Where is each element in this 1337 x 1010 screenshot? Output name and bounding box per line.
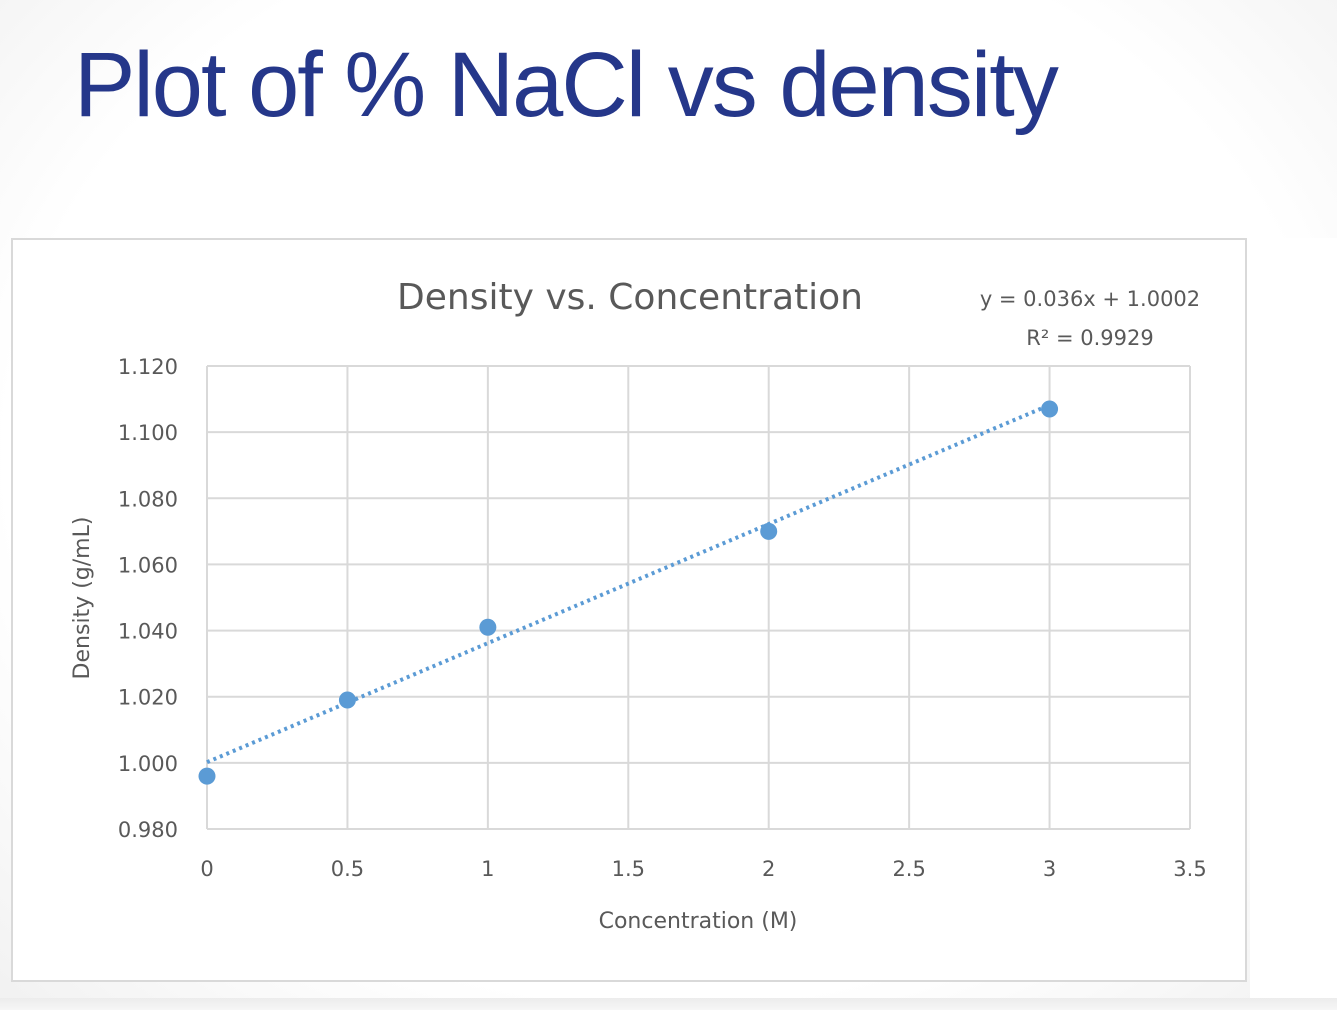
x-axis-title: Concentration (M) [599, 909, 798, 934]
data-point [1041, 400, 1059, 418]
gridlines [206, 365, 1191, 830]
x-tick-label: 2.5 [892, 857, 925, 881]
data-point [338, 691, 356, 709]
x-axis-ticks: 0 0.5 1 1.5 2 2.5 3 3.5 [200, 857, 1206, 881]
y-tick-label: 1.060 [118, 553, 178, 577]
y-tick-label: 1.000 [118, 752, 178, 776]
trendline [206, 403, 1051, 765]
slide-margin [1250, 238, 1337, 998]
trendline-equation: y = 0.036x + 1.0002 [980, 287, 1200, 311]
data-point [479, 618, 497, 636]
y-tick-label: 1.120 [118, 355, 178, 379]
y-tick-label: 1.020 [118, 686, 178, 710]
slide-title: Plot of % NaCl vs density [74, 34, 1059, 136]
x-tick-label: 0 [200, 857, 213, 881]
y-tick-label: 0.980 [118, 818, 178, 842]
y-tick-label: 1.100 [118, 421, 178, 445]
x-tick-label: 3 [1043, 857, 1056, 881]
y-tick-label: 1.040 [118, 620, 178, 644]
y-tick-label: 1.080 [118, 487, 178, 511]
x-tick-label: 2 [762, 857, 775, 881]
y-axis-title: Density (g/mL) [70, 517, 95, 680]
data-point [198, 767, 216, 785]
trendline-group [206, 403, 1051, 765]
trendline-r-squared: R² = 0.9929 [1026, 326, 1153, 350]
x-tick-label: 3.5 [1173, 857, 1206, 881]
x-tick-label: 1 [481, 857, 494, 881]
y-axis-ticks: 0.980 1.000 1.020 1.040 1.060 1.080 1.100 1.120 [118, 355, 178, 842]
data-points [198, 400, 1059, 785]
x-tick-label: 1.5 [612, 857, 645, 881]
data-point [760, 522, 778, 540]
x-tick-label: 0.5 [331, 857, 364, 881]
chart-title: Density vs. Concentration [397, 277, 863, 318]
slide-bottom-edge [0, 998, 1337, 1010]
